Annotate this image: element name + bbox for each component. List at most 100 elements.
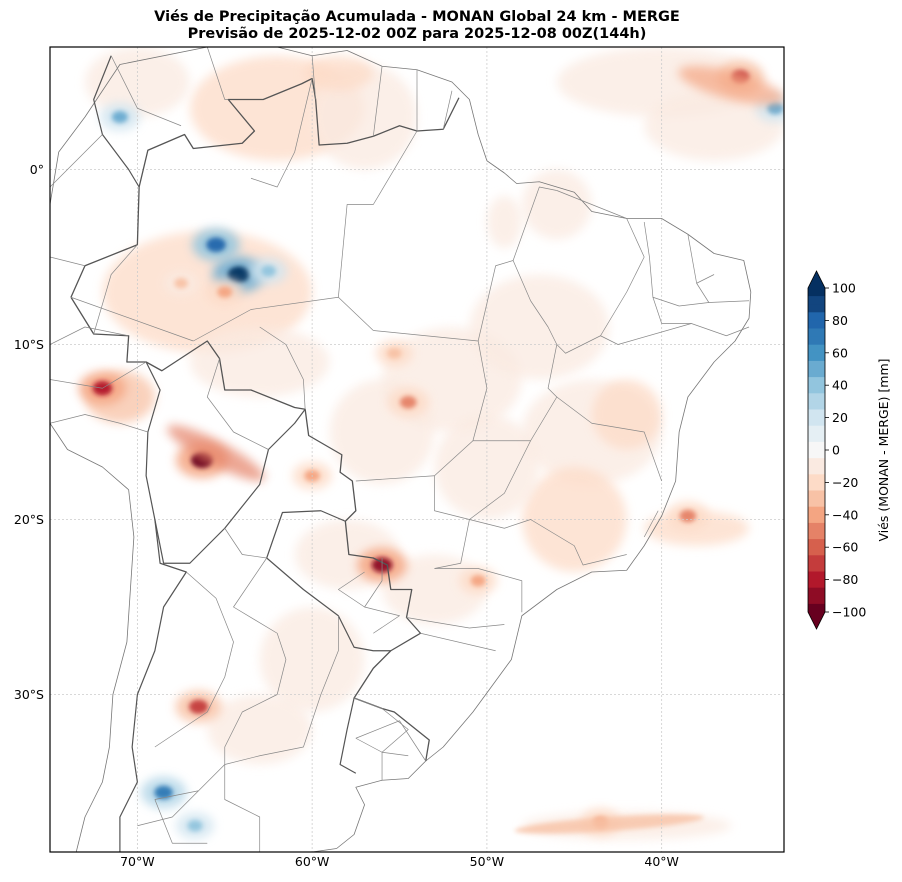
colorbar-segment [808, 555, 825, 564]
state-border [50, 326, 129, 345]
state-border [353, 697, 409, 753]
bias-patch [303, 55, 374, 91]
bias-core [111, 111, 128, 123]
x-tick-label: 50°W [470, 854, 505, 869]
colorbar-segment [808, 401, 825, 410]
colorbar-segment [808, 587, 825, 597]
bias-core [154, 785, 173, 800]
colorbar-segment [808, 571, 825, 581]
state-border [420, 632, 496, 652]
colorbar-segment [808, 506, 825, 516]
state-border [206, 358, 269, 450]
colorbar-segment [808, 522, 825, 532]
state-border [137, 790, 199, 827]
colorbar-tick-label: 60 [832, 345, 848, 360]
bias-core [387, 347, 402, 359]
bias-core [679, 509, 697, 523]
bias-core [261, 265, 276, 277]
state-border [233, 557, 287, 695]
state-border [338, 130, 418, 298]
state-border [206, 47, 229, 100]
border-brazil [70, 77, 460, 298]
colorbar-segment [808, 369, 825, 378]
state-border [311, 55, 316, 100]
colorbar-tick-label: 80 [832, 313, 848, 328]
colorbar: 100 80 60 40 20 0 −20 −40 −60 −80 −100 Viés (MONAN … [807, 270, 891, 630]
bias-patch [644, 90, 784, 161]
colorbar-tick-label: 0 [832, 443, 840, 458]
colorbar-segment [808, 433, 825, 443]
state-border [259, 326, 306, 410]
state-border [687, 234, 715, 284]
border-brazil [70, 296, 430, 762]
state-border [469, 440, 627, 566]
colorbar-segment [808, 547, 825, 556]
colorbar-segment [808, 498, 825, 508]
colorbar-segment [808, 458, 825, 467]
state-border [406, 617, 505, 629]
bias-patch [85, 47, 190, 117]
colorbar-tick-label: −100 [832, 605, 866, 620]
colorbar-segment [808, 320, 825, 329]
colorbar-tick-label: −40 [832, 507, 858, 522]
colorbar-segment [808, 474, 825, 483]
state-border [224, 694, 278, 852]
state-border [556, 190, 645, 354]
colorbar-tick-label: −20 [832, 475, 858, 490]
colorbar-segment [808, 328, 825, 338]
colorbar-tick-label: 100 [832, 281, 856, 296]
bias-band [514, 814, 705, 834]
colorbar-segment [808, 490, 825, 500]
colorbar-segment [808, 425, 825, 435]
state-border [154, 571, 234, 748]
state-border [600, 323, 692, 345]
colorbar-tick-label: −60 [832, 540, 858, 555]
coastline [50, 423, 135, 852]
border-uruguay [339, 697, 357, 774]
bias-patch [207, 694, 313, 765]
state-border [381, 751, 409, 781]
colorbar-extend-min [808, 612, 825, 629]
colorbar-segment [808, 336, 825, 346]
colorbar-segment [808, 352, 825, 362]
colorbar-segment [808, 595, 825, 605]
bias-core [470, 575, 486, 587]
state-border [70, 296, 194, 342]
y-tick-label: 20°S [14, 512, 44, 527]
title-line-1: Viés de Precipitação Acumulada - MONAN G… [154, 9, 680, 25]
state-border [110, 55, 182, 127]
border-paraguay [266, 510, 391, 652]
map-frame [49, 46, 785, 853]
state-border [556, 396, 662, 482]
state-border [193, 296, 374, 342]
colorbar-segment [808, 385, 825, 394]
state-border [224, 528, 267, 559]
state-border [434, 568, 523, 613]
state-border [338, 571, 365, 608]
bias-core [187, 820, 203, 832]
bias-core [217, 286, 233, 298]
colorbar-tick-label: −80 [832, 572, 858, 587]
colorbar-segment [808, 563, 825, 572]
bias-patch [486, 195, 522, 249]
colorbar-segment [808, 531, 825, 540]
state-border [355, 720, 427, 762]
x-tick-label: 70°W [120, 854, 155, 869]
colorbar-segment [808, 450, 825, 459]
state-border [372, 66, 383, 137]
border-bolivia [145, 361, 306, 564]
bias-patch [591, 379, 662, 450]
colorbar-segment [808, 393, 825, 402]
border-andes [119, 519, 187, 852]
x-tick-label: 40°W [644, 854, 679, 869]
bias-core [399, 396, 417, 409]
bias-core [227, 266, 250, 283]
state-border [442, 90, 453, 130]
bias-core [767, 102, 784, 115]
bias-patch [521, 169, 592, 240]
map-borders [50, 47, 752, 852]
colorbar-segment [808, 603, 825, 613]
colorbar-extend-max [808, 271, 825, 288]
bias-band [167, 425, 265, 481]
